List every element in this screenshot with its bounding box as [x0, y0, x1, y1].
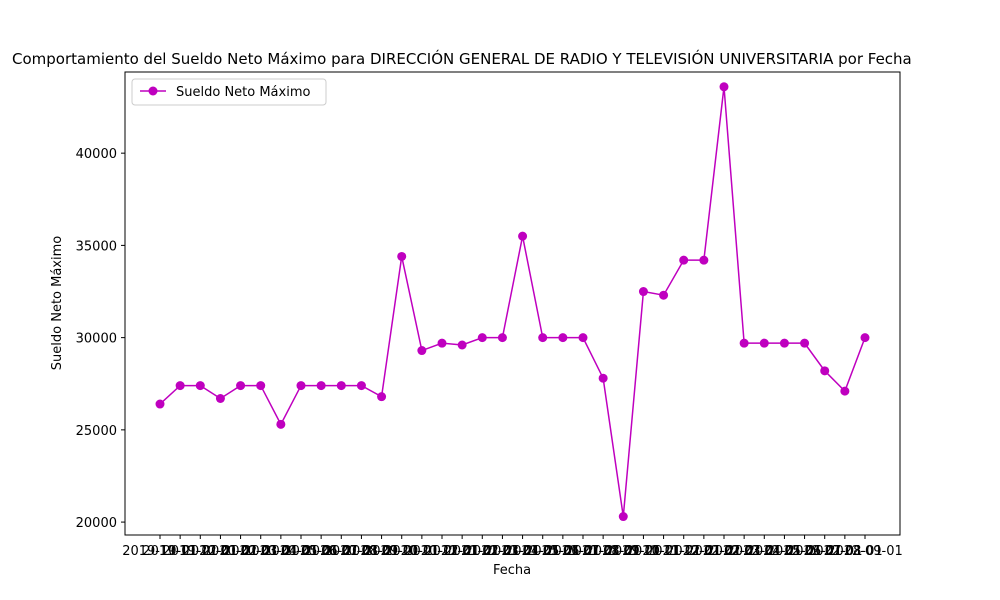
- x-tick-label: 2020-05-01: [263, 544, 339, 559]
- y-tick-label: 20000: [76, 516, 117, 531]
- y-tick-label: 30000: [76, 332, 117, 347]
- data-point: [618, 512, 628, 522]
- x-tick-label: 2020-02-01: [203, 544, 279, 559]
- chart-title: Comportamiento del Sueldo Neto Máximo pa…: [12, 49, 912, 68]
- data-point: [739, 338, 749, 348]
- data-point: [276, 419, 286, 429]
- x-tick-label: 2021-11-01: [626, 544, 702, 559]
- x-axis-label: Fecha: [493, 563, 531, 578]
- y-tick-label: 25000: [76, 424, 117, 439]
- x-tick-label: 2019-11-01: [142, 544, 218, 559]
- data-point: [800, 338, 810, 348]
- data-point: [538, 333, 548, 343]
- x-tick-label: 2022-01-01: [666, 544, 742, 559]
- x-tick-label: 2022-09-01: [827, 544, 903, 559]
- data-point: [236, 381, 246, 391]
- x-tick-label: 2021-03-01: [465, 544, 541, 559]
- y-axis: 20000 25000 30000 35000 40000: [76, 147, 125, 531]
- x-tick-label: 2020-06-01: [283, 544, 359, 559]
- x-tick-label: 2022-08-01: [807, 544, 883, 559]
- data-point: [638, 287, 648, 297]
- x-axis: 2019-10-012019-11-012019-12-012020-01-01…: [122, 535, 903, 559]
- x-tick-label: 2021-02-01: [445, 544, 521, 559]
- x-tick-label: 2021-12-01: [646, 544, 722, 559]
- data-point: [195, 381, 205, 391]
- data-point: [336, 381, 346, 391]
- data-point: [779, 338, 789, 348]
- x-tick-label: 2022-04-01: [727, 544, 803, 559]
- x-tick-label: 2020-07-01: [304, 544, 380, 559]
- series-layer: [155, 82, 870, 522]
- data-point: [437, 338, 447, 348]
- data-point: [598, 373, 608, 383]
- x-tick-label: 2021-10-01: [606, 544, 682, 559]
- data-point: [356, 381, 366, 391]
- x-tick-label: 2020-01-01: [183, 544, 259, 559]
- data-point: [316, 381, 326, 391]
- x-tick-label: 2021-06-01: [525, 544, 601, 559]
- data-point: [820, 366, 830, 376]
- data-point: [759, 338, 769, 348]
- data-point: [457, 340, 467, 350]
- x-tick-label: 2019-10-01: [122, 544, 198, 559]
- x-tick-label: 2022-06-01: [767, 544, 843, 559]
- data-point: [719, 82, 729, 92]
- x-tick-label: 2020-12-01: [404, 544, 480, 559]
- legend-box: [131, 78, 327, 106]
- data-point: [477, 333, 487, 343]
- x-tick-label: 2020-11-01: [384, 544, 460, 559]
- data-point: [215, 393, 225, 403]
- data-point: [699, 255, 709, 265]
- data-point: [558, 333, 568, 343]
- x-tick-label: 2022-02-01: [686, 544, 762, 559]
- legend: Sueldo Neto Máximo: [131, 78, 327, 106]
- x-tick-label: 2020-08-01: [324, 544, 400, 559]
- data-point: [659, 290, 669, 300]
- data-point: [296, 381, 306, 391]
- x-tick-label: 2020-04-01: [243, 544, 319, 559]
- data-point: [397, 251, 407, 261]
- x-tick-label: 2021-05-01: [505, 544, 581, 559]
- data-point: [860, 333, 870, 343]
- data-point: [256, 381, 266, 391]
- x-tick-label: 2021-01-01: [424, 544, 500, 559]
- data-point: [175, 381, 185, 391]
- data-point: [518, 231, 528, 241]
- x-tick-label: 2021-07-01: [545, 544, 621, 559]
- data-point: [377, 392, 387, 402]
- data-point: [840, 386, 850, 396]
- x-tick-label: 2020-03-01: [223, 544, 299, 559]
- x-tick-label: 2022-05-01: [747, 544, 823, 559]
- x-tick-label: 2019-12-01: [163, 544, 239, 559]
- y-axis-label: Sueldo Neto Máximo: [50, 236, 65, 370]
- legend-entry-sueldo-neto-maximo: Sueldo Neto Máximo: [176, 85, 310, 100]
- plot-frame: [124, 71, 901, 536]
- data-point: [679, 255, 689, 265]
- data-point: [417, 346, 427, 356]
- x-tick-label: 2022-03-01: [706, 544, 782, 559]
- y-tick-label: 40000: [76, 147, 117, 162]
- x-tick-label: 2022-07-01: [787, 544, 863, 559]
- x-tick-label: 2021-04-01: [485, 544, 561, 559]
- x-tick-label: 2020-09-01: [344, 544, 420, 559]
- x-tick-label: 2020-10-01: [364, 544, 440, 559]
- x-tick-label: 2021-09-01: [586, 544, 662, 559]
- data-point: [155, 399, 165, 409]
- data-point: [578, 333, 588, 343]
- legend-point-marker: [148, 86, 158, 96]
- y-tick-label: 35000: [76, 239, 117, 254]
- data-point: [497, 333, 507, 343]
- x-tick-label: 2021-08-01: [565, 544, 641, 559]
